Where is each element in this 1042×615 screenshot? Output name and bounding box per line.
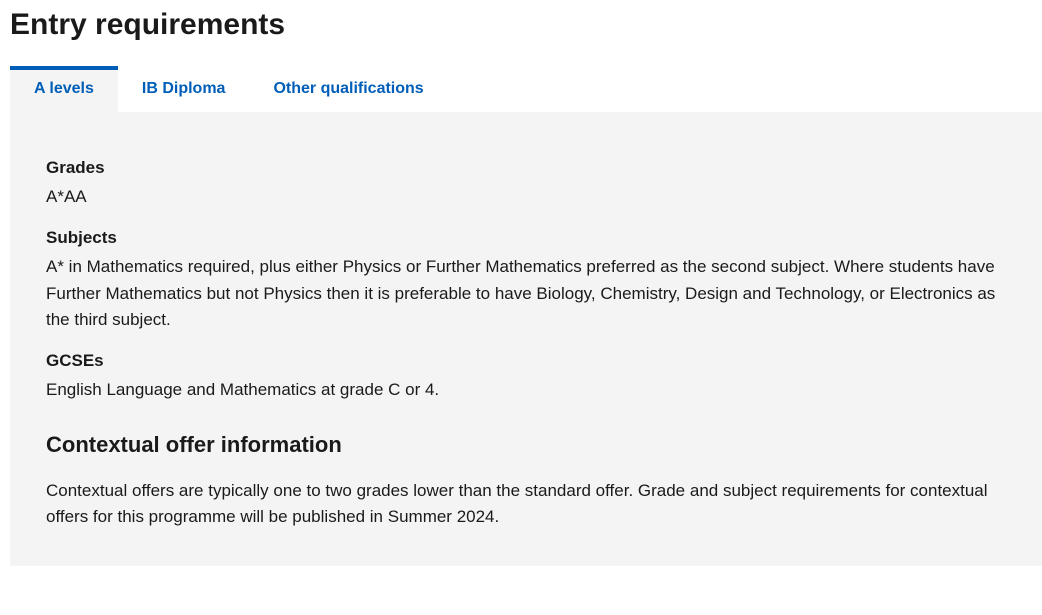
grades-value: A*AA bbox=[46, 184, 1006, 210]
tab-ib-diploma[interactable]: IB Diploma bbox=[118, 66, 250, 112]
grades-label: Grades bbox=[46, 158, 1006, 178]
page-heading: Entry requirements bbox=[0, 0, 1042, 66]
gcses-value: English Language and Mathematics at grad… bbox=[46, 377, 1006, 403]
tabs-list: A levels IB Diploma Other qualifications bbox=[10, 66, 1042, 112]
tab-panel-a-levels: Grades A*AA Subjects A* in Mathematics r… bbox=[10, 112, 1042, 566]
subjects-value: A* in Mathematics required, plus either … bbox=[46, 254, 1006, 333]
tab-a-levels[interactable]: A levels bbox=[10, 66, 118, 112]
subjects-label: Subjects bbox=[46, 228, 1006, 248]
contextual-text: Contextual offers are typically one to t… bbox=[46, 478, 1006, 531]
gcses-label: GCSEs bbox=[46, 351, 1006, 371]
tabs-container: A levels IB Diploma Other qualifications… bbox=[0, 66, 1042, 566]
contextual-heading: Contextual offer information bbox=[46, 432, 1006, 458]
tab-other-qualifications[interactable]: Other qualifications bbox=[249, 66, 447, 112]
